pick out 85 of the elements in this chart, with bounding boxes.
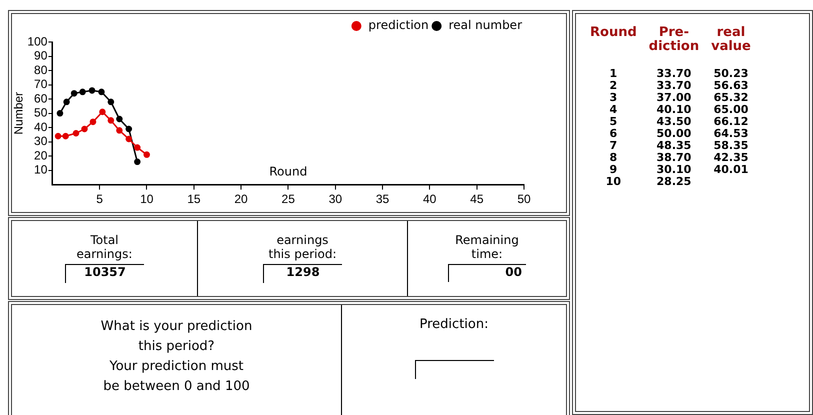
x-tick-label: 30 xyxy=(328,192,342,206)
data-label: 38.70 xyxy=(656,151,692,164)
y-tick-label: 100 xyxy=(27,34,48,48)
y-tick-label: 6 xyxy=(608,127,618,140)
point xyxy=(81,126,88,132)
point xyxy=(143,151,150,158)
x-tick-label: 5 xyxy=(96,192,104,206)
text-field: 1298 xyxy=(263,264,342,283)
point xyxy=(63,98,70,106)
text: Remaining time: xyxy=(454,233,520,261)
text-field: 00 xyxy=(448,264,526,282)
legend-label: real number xyxy=(448,18,522,32)
y-axis-title: Round xyxy=(589,25,638,42)
text: earnings this period: xyxy=(268,233,338,261)
point xyxy=(90,118,96,126)
point xyxy=(62,132,69,140)
point xyxy=(108,98,114,106)
y-tick-label: 80 xyxy=(34,62,48,77)
y-tick-label: 4 xyxy=(608,103,618,116)
y-tick-label: 30 xyxy=(34,134,48,148)
x-tick-label: 45 xyxy=(470,192,484,206)
y-tick-label: 8 xyxy=(608,151,618,164)
y-tick-label: 3 xyxy=(608,91,618,104)
data-label: 37.00 xyxy=(656,91,692,104)
point xyxy=(72,130,80,137)
data-label: 33.70 xyxy=(656,79,692,92)
point xyxy=(116,127,123,134)
text: Total earnings: xyxy=(76,233,134,261)
y-tick-label: 70 xyxy=(34,77,48,92)
x-tick-label: Pre- diction xyxy=(648,25,700,56)
point xyxy=(126,136,132,142)
data-label: 56.63 xyxy=(712,79,750,92)
text: Prediction: xyxy=(418,316,490,334)
point xyxy=(70,90,78,97)
y-tick-label: 10 xyxy=(34,162,48,177)
data-label: 43.50 xyxy=(656,115,692,128)
y-tick-label: 10 xyxy=(604,175,622,188)
point xyxy=(116,116,123,122)
legend-label: prediction xyxy=(368,18,429,32)
point xyxy=(108,117,114,124)
y-axis-title: Number xyxy=(12,92,26,135)
data-label: 64.53 xyxy=(712,127,750,140)
y-tick-label: 20 xyxy=(34,148,48,162)
point xyxy=(134,144,141,151)
y-tick-label: 1 xyxy=(608,67,618,80)
data-label: 28.25 xyxy=(656,175,692,188)
data-label: 40.01 xyxy=(712,163,750,176)
x-tick-label: 50 xyxy=(517,192,531,206)
y-tick-label: 60 xyxy=(34,91,48,106)
point xyxy=(56,110,64,117)
point xyxy=(88,87,96,94)
text-field: 10357 xyxy=(65,264,144,283)
data-label: 42.35 xyxy=(712,151,750,164)
data-label: 33.70 xyxy=(656,67,692,80)
data-label: 65.32 xyxy=(712,91,750,104)
y-tick-label: 5 xyxy=(608,115,618,128)
point xyxy=(54,132,62,140)
text: What is your prediction this period? Your prediction must be between 0 and 100 xyxy=(12,305,342,415)
y-tick-label: 90 xyxy=(34,48,48,63)
data-label: 48.35 xyxy=(656,139,692,152)
point xyxy=(126,126,132,132)
data-label: 50.00 xyxy=(656,127,692,140)
x-tick-label: 40 xyxy=(423,192,437,206)
data-label: 65.00 xyxy=(712,103,750,116)
y-tick-label: 50 xyxy=(34,106,48,120)
x-tick-label: 25 xyxy=(282,192,296,206)
x-axis-title: Round xyxy=(269,164,308,179)
x-tick-label: 10 xyxy=(140,192,154,206)
data-label: 50.23 xyxy=(712,67,750,80)
y-tick-label: 2 xyxy=(608,79,618,92)
point xyxy=(98,88,105,96)
x-tick-label: 35 xyxy=(376,192,390,206)
data-label: 66.12 xyxy=(712,115,750,128)
x-tick-label: 20 xyxy=(234,192,248,206)
x-tick-label: real value xyxy=(710,25,752,56)
y-tick-label: 7 xyxy=(608,139,618,152)
data-label: 30.10 xyxy=(656,163,692,176)
data-label: 40.10 xyxy=(656,103,692,116)
y-tick-label: 40 xyxy=(34,120,48,134)
x-tick-label: 15 xyxy=(187,192,201,206)
point xyxy=(134,158,141,166)
point xyxy=(79,88,86,96)
y-tick-label: 9 xyxy=(608,163,618,176)
point xyxy=(99,108,106,116)
data-label: 58.35 xyxy=(712,139,750,152)
